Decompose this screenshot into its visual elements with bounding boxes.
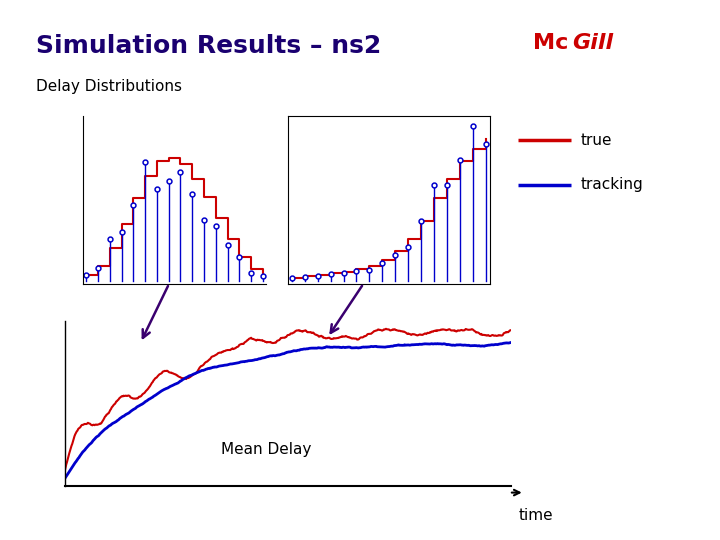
Text: time: time — [519, 508, 554, 523]
Text: Mc: Mc — [533, 33, 568, 53]
Text: Simulation Results – ns2: Simulation Results – ns2 — [36, 34, 382, 58]
Text: Delay Distributions: Delay Distributions — [36, 79, 182, 94]
Text: tracking: tracking — [580, 178, 643, 192]
Text: Gill: Gill — [572, 33, 613, 53]
Text: true: true — [580, 133, 612, 147]
Text: Mean Delay: Mean Delay — [221, 442, 312, 457]
